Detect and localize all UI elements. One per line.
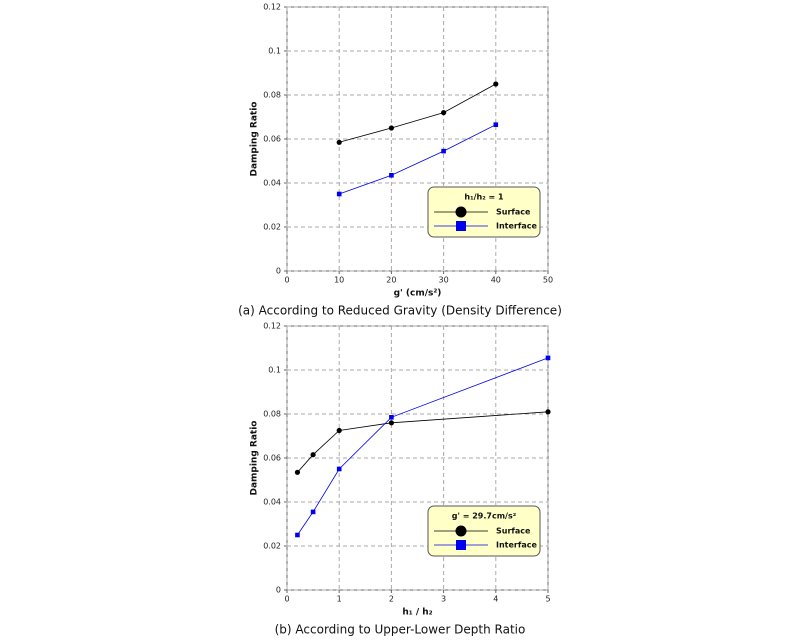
marker — [441, 110, 447, 116]
marker — [545, 409, 551, 415]
y-tick-label: 0.04 — [263, 498, 281, 507]
legend-title: g' = 29.7cm/s² — [452, 512, 517, 521]
marker — [493, 81, 499, 87]
series-line — [339, 83, 496, 143]
marker — [310, 452, 316, 458]
marker — [295, 532, 300, 538]
x-tick-label: 40 — [491, 276, 501, 285]
x-tick-label: 20 — [386, 276, 396, 285]
x-tick-label: 5 — [545, 595, 550, 604]
marker — [545, 355, 551, 361]
y-tick-label: 0 — [276, 267, 281, 276]
y-tick-label: 0 — [276, 586, 281, 595]
x-tick-label: 50 — [543, 276, 553, 285]
y-tick-label: 0.02 — [263, 542, 281, 551]
x-tick-label: 1 — [337, 595, 342, 604]
y-axis-label: Damping Ratio — [250, 420, 260, 495]
x-tick-label: 30 — [439, 276, 449, 285]
marker — [441, 148, 446, 154]
marker — [388, 420, 394, 426]
legend-marker — [456, 221, 466, 231]
marker — [336, 191, 342, 197]
marker — [336, 466, 342, 472]
marker — [388, 125, 394, 131]
x-tick-label: 4 — [493, 595, 498, 604]
y-axis-label: Damping Ratio — [250, 101, 260, 176]
marker — [493, 122, 499, 127]
marker — [336, 427, 342, 434]
caption: (b) According to Upper-Lower Depth Ratio — [275, 623, 526, 637]
x-tick-label: 0 — [284, 276, 289, 285]
legend-label: Surface — [496, 527, 531, 536]
y-tick-label: 0.12 — [263, 3, 281, 12]
y-tick-label: 0.1 — [268, 47, 281, 56]
x-tick-label: 3 — [441, 595, 446, 604]
legend-label: Interface — [496, 541, 537, 550]
legend-title: h₁/h₂ = 1 — [464, 193, 504, 202]
marker — [336, 139, 342, 145]
legend-marker — [456, 540, 466, 550]
series-line — [339, 124, 496, 195]
y-tick-label: 0.08 — [263, 91, 281, 100]
y-tick-label: 0.06 — [263, 135, 281, 144]
y-tick-label: 0.08 — [263, 410, 281, 419]
marker — [294, 469, 301, 475]
y-tick-label: 0.02 — [263, 223, 281, 232]
marker — [389, 415, 394, 420]
y-tick-label: 0.04 — [263, 179, 281, 188]
y-tick-label: 0.12 — [263, 322, 281, 331]
marker — [389, 173, 394, 178]
x-tick-label: 0 — [284, 595, 289, 604]
x-tick-label: 10 — [334, 276, 344, 285]
legend-label: Interface — [496, 222, 537, 231]
caption: (a) According to Reduced Gravity (Densit… — [238, 304, 562, 318]
marker — [310, 509, 316, 515]
legend-marker — [455, 206, 467, 218]
legend-label: Surface — [496, 208, 531, 217]
legend-marker — [455, 525, 467, 537]
x-axis-label: h₁ / h₂ — [402, 608, 432, 618]
x-axis-label: g' (cm/s²) — [394, 289, 442, 299]
x-tick-label: 2 — [389, 595, 394, 604]
y-tick-label: 0.1 — [268, 366, 281, 375]
y-tick-label: 0.06 — [263, 454, 281, 463]
